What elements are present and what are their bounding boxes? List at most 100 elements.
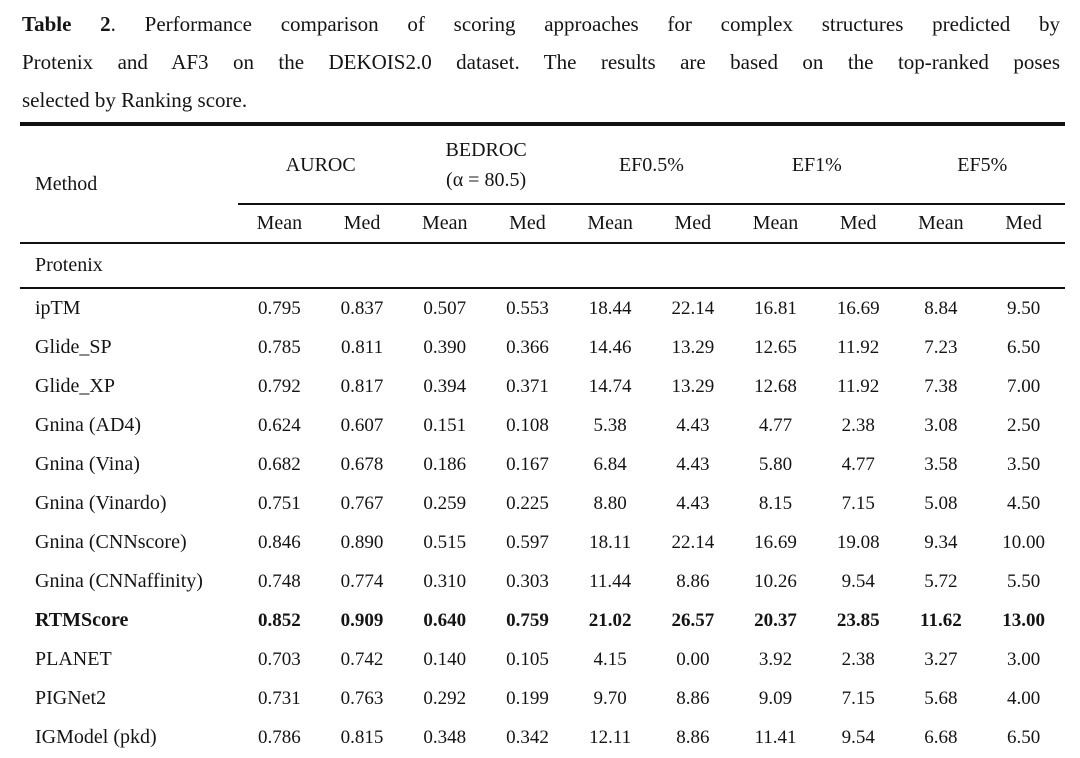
- table-row: Gnina (Vinardo) 0.751 0.767 0.259 0.225 …: [20, 484, 1065, 523]
- value-cell: 0.366: [506, 336, 549, 358]
- value-cell: 0.792: [257, 375, 301, 397]
- value-cell: 10.26: [754, 570, 797, 592]
- method-cell: Glide_XP: [35, 375, 115, 397]
- value-cell: 6.68: [924, 726, 958, 748]
- method-cell: Gnina (AD4): [35, 414, 142, 436]
- subheader-mean: Mean: [899, 204, 983, 244]
- value-cell: 0.199: [506, 687, 549, 709]
- method-cell: RTMScore: [35, 609, 129, 631]
- table-row: ipTM 0.795 0.837 0.507 0.553 18.44 22.14…: [20, 288, 1065, 328]
- value-cell: 2.38: [841, 648, 875, 670]
- method-cell: Gnina (Vinardo): [35, 492, 167, 514]
- caption-line-1-text: . Performance comparison of scoring appr…: [110, 12, 1060, 36]
- value-cell: 0.507: [423, 297, 467, 319]
- value-cell: 12.68: [754, 375, 797, 397]
- value-cell: 3.50: [1006, 453, 1041, 475]
- subheader-row: Mean Med Mean Med Mean Med Mean Med Mean…: [20, 204, 1065, 244]
- value-cell: 0.909: [340, 609, 384, 631]
- value-cell: 4.77: [841, 453, 875, 475]
- col-group-ef1: EF1%: [734, 124, 900, 205]
- value-cell: 0.759: [506, 609, 549, 631]
- value-cell: 7.38: [924, 375, 958, 397]
- col-group-ef5: EF5%: [899, 124, 1065, 205]
- value-cell: 5.80: [758, 453, 793, 475]
- value-cell: 9.70: [593, 687, 627, 709]
- group-label-ef1: EF1%: [791, 153, 842, 176]
- value-cell: 3.00: [1006, 648, 1041, 670]
- value-cell: 0.186: [423, 453, 467, 475]
- value-cell: 4.50: [1006, 492, 1041, 514]
- value-cell: 0.105: [506, 648, 549, 670]
- value-cell: 0.817: [340, 375, 384, 397]
- value-cell: 0.852: [257, 609, 301, 631]
- value-cell: 0.815: [340, 726, 384, 748]
- group-label-bedroc: BEDROC: [445, 138, 527, 161]
- value-cell: 8.15: [758, 492, 793, 514]
- table-row: PIGNet2 0.731 0.763 0.292 0.199 9.70 8.8…: [20, 679, 1065, 718]
- value-cell: 9.09: [758, 687, 793, 709]
- value-cell: 0.890: [340, 531, 384, 553]
- group-label-ef5: EF5%: [957, 153, 1008, 176]
- caption-line-2: Protenix and AF3 on the DEKOIS2.0 datase…: [22, 50, 1060, 74]
- value-cell: 0.731: [257, 687, 301, 709]
- value-cell: 0.597: [506, 531, 549, 553]
- value-cell: 3.92: [758, 648, 793, 670]
- table-body: Protenix ipTM 0.795 0.837 0.507 0.553 18…: [20, 243, 1065, 757]
- value-cell: 20.37: [754, 609, 797, 631]
- value-cell: 0.303: [506, 570, 549, 592]
- col-header-method: Method: [20, 124, 239, 244]
- value-cell: 9.50: [1006, 297, 1041, 319]
- group-label-auroc: AUROC: [285, 153, 356, 176]
- value-cell: 0.515: [423, 531, 467, 553]
- subheader-med: Med: [982, 204, 1065, 244]
- value-cell: 4.00: [1006, 687, 1041, 709]
- value-cell: 0.140: [423, 648, 467, 670]
- value-cell: 0.767: [340, 492, 384, 514]
- value-cell: 7.15: [841, 687, 875, 709]
- value-cell: 0.371: [506, 375, 549, 397]
- value-cell: 9.34: [924, 531, 958, 553]
- value-cell: 0.682: [257, 453, 301, 475]
- value-cell: 16.81: [754, 297, 797, 319]
- value-cell: 0.742: [340, 648, 384, 670]
- value-cell: 7.23: [924, 336, 958, 358]
- value-cell: 11.92: [837, 375, 880, 397]
- value-cell: 6.84: [593, 453, 627, 475]
- table-row: Gnina (Vina) 0.682 0.678 0.186 0.167 6.8…: [20, 445, 1065, 484]
- group-label-ef05: EF0.5%: [618, 153, 684, 176]
- subheader-mean: Mean: [238, 204, 321, 244]
- value-cell: 5.50: [1006, 570, 1041, 592]
- value-cell: 0.167: [506, 453, 549, 475]
- caption-table-number: Table 2: [22, 12, 111, 36]
- value-cell: 0.763: [340, 687, 384, 709]
- value-cell: 0.225: [506, 492, 549, 514]
- value-cell: 0.310: [423, 570, 467, 592]
- value-cell: 16.69: [836, 297, 880, 319]
- value-cell: 0.342: [506, 726, 549, 748]
- value-cell: 22.14: [671, 531, 715, 553]
- group-row-protenix: Protenix: [20, 243, 1065, 289]
- value-cell: 0.259: [423, 492, 467, 514]
- value-cell: 8.86: [676, 726, 710, 748]
- value-cell: 6.50: [1006, 726, 1041, 748]
- value-cell: 13.00: [1002, 609, 1045, 631]
- value-cell: 3.58: [924, 453, 958, 475]
- col-group-bedroc: BEDROC (α = 80.5): [403, 124, 569, 205]
- value-cell: 0.785: [257, 336, 301, 358]
- results-table: Method AUROC BEDROC (α = 80.5) EF0.5% EF…: [20, 122, 1065, 757]
- value-cell: 3.08: [924, 414, 958, 436]
- value-cell: 10.00: [1002, 531, 1045, 553]
- method-cell: IGModel (pkd): [35, 726, 157, 748]
- value-cell: 5.68: [924, 687, 958, 709]
- value-cell: 0.108: [506, 414, 549, 436]
- caption-line-1: Table 2. Performance comparison of scori…: [22, 5, 1060, 43]
- value-cell: 2.38: [841, 414, 875, 436]
- value-cell: 9.54: [841, 726, 875, 748]
- value-cell: 5.72: [924, 570, 958, 592]
- value-cell: 0.748: [257, 570, 301, 592]
- col-group-auroc: AUROC: [238, 124, 404, 205]
- table-row: RTMScore 0.852 0.909 0.640 0.759 21.02 2…: [20, 601, 1065, 640]
- value-cell: 4.15: [593, 648, 627, 670]
- method-cell: Gnina (CNNaffinity): [35, 570, 203, 592]
- method-cell: PIGNet2: [35, 687, 107, 709]
